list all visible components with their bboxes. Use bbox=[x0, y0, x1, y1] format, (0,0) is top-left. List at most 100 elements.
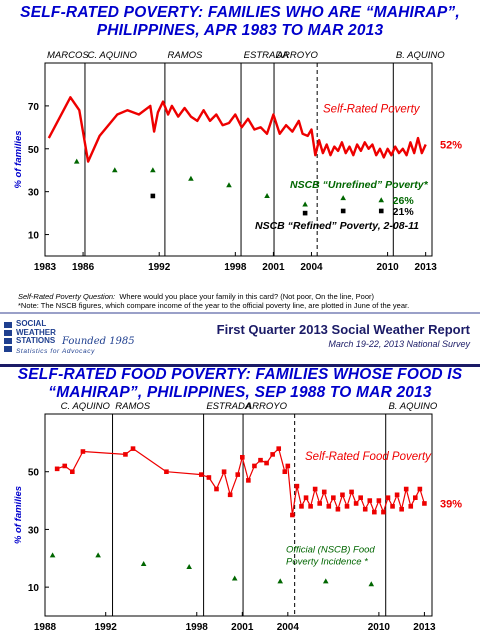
series-end-label: 26% bbox=[393, 195, 415, 207]
chart2-point-marker bbox=[331, 495, 336, 500]
chart1-footnote: Self-Rated Poverty Question: Where would… bbox=[18, 292, 478, 310]
chart2-point-marker bbox=[394, 492, 400, 498]
chart1-admin-label: MARCOS bbox=[47, 50, 89, 61]
chart2-point-marker bbox=[385, 495, 391, 500]
chart2-point-marker bbox=[308, 504, 313, 509]
chart1-point-marker bbox=[111, 167, 118, 173]
chart2-point-marker bbox=[95, 552, 101, 558]
chart2-point-marker bbox=[164, 469, 169, 475]
chart2-point-marker bbox=[362, 506, 368, 512]
chart1-admin-label: ESTRADA bbox=[244, 50, 289, 61]
chart1-point-marker bbox=[340, 195, 346, 201]
chart1-x-tick-label: 2010 bbox=[376, 262, 399, 273]
chart2-point-marker bbox=[408, 504, 414, 509]
chart2-plot-frame bbox=[44, 413, 433, 617]
chart2-point-marker bbox=[140, 561, 147, 567]
chart2-admin-label: ARROYO bbox=[245, 401, 288, 412]
chart2-point-marker bbox=[206, 475, 212, 480]
chart2-point-marker bbox=[49, 552, 56, 558]
logo-bars-icon bbox=[4, 322, 12, 352]
logo-wordmark: SOCIAL WEATHER STATIONS bbox=[16, 319, 56, 346]
chart2-title-line1: SELF-RATED FOOD POVERTY: FAMILIES WHOSE … bbox=[17, 366, 463, 383]
chart2-point-marker bbox=[349, 489, 354, 495]
chart1-point-marker bbox=[226, 182, 232, 188]
chart1-x-tick-label: 1983 bbox=[34, 262, 57, 273]
chart2-point-marker bbox=[358, 495, 363, 500]
series-end-label: 39% bbox=[440, 498, 462, 510]
footnote-question-label: Self-Rated Poverty Question: bbox=[18, 292, 116, 301]
chart2-x-tick-label: 1992 bbox=[95, 622, 118, 633]
chart2-point-marker bbox=[70, 469, 75, 475]
chart2-x-tick-label: 2001 bbox=[231, 622, 254, 633]
chart2-y-tick-label: 10 bbox=[28, 583, 40, 594]
series-label-self-rated-poverty: Self-Rated Poverty bbox=[323, 103, 421, 115]
chart2-point-marker bbox=[422, 501, 427, 506]
chart2-point-marker bbox=[221, 469, 227, 475]
self-rated-food-poverty-panel: SELF-RATED FOOD POVERTY: FAMILIES WHOSE … bbox=[0, 362, 480, 640]
chart2-point-marker bbox=[123, 452, 128, 457]
chart2-y-tick-label: 50 bbox=[28, 468, 40, 479]
chart2-point-marker bbox=[335, 506, 341, 512]
series-label-nscb-refined: NSCB “Refined” Poverty, 2-08-11 bbox=[255, 220, 419, 232]
chart1-point-marker bbox=[378, 197, 385, 203]
sws-report-banner: SOCIAL WEATHER STATIONS Founded 1985 Sta… bbox=[0, 312, 480, 367]
chart1-point-marker bbox=[73, 158, 80, 164]
chart1-title-line2: PHILIPPINES, APR 1983 TO MAR 2013 bbox=[96, 22, 384, 39]
self-rated-poverty-panel: SELF-RATED POVERTY: FAMILIES WHO ARE “MA… bbox=[0, 0, 480, 312]
footnote-question-text: Where would you place your family in thi… bbox=[119, 292, 375, 301]
chart2-point-marker bbox=[299, 504, 304, 509]
chart2-admin-label: B. AQUINO bbox=[388, 401, 437, 412]
chart2-point-marker bbox=[381, 509, 386, 515]
chart2-y-axis-label: % of families bbox=[13, 486, 24, 544]
chart2-admin-label: RAMOS bbox=[115, 401, 151, 412]
chart2-point-marker bbox=[252, 463, 257, 469]
chart2-point-marker bbox=[277, 578, 284, 584]
chart1-series-line-0 bbox=[47, 96, 427, 163]
chart2-point-marker bbox=[340, 492, 345, 498]
chart2-point-marker bbox=[285, 463, 291, 469]
chart2-x-tick-label: 1998 bbox=[186, 622, 209, 633]
chart2-x-tick-label: 2004 bbox=[277, 622, 300, 633]
sws-logo: SOCIAL WEATHER STATIONS Founded 1985 Sta… bbox=[4, 319, 154, 358]
footnote-note: *Note: The NSCB figures, which compare i… bbox=[18, 301, 410, 310]
series-label-official-food-poverty: Official (NSCB) Food Poverty Incidence * bbox=[286, 545, 375, 568]
chart1-y-tick-label: 10 bbox=[28, 231, 40, 242]
series-label-self-rated-food-poverty: Self-Rated Food Poverty bbox=[305, 451, 432, 463]
chart2-point-marker bbox=[417, 486, 423, 492]
chart1-point-marker bbox=[150, 167, 156, 173]
chart2-point-marker bbox=[276, 446, 282, 451]
chart2-point-marker bbox=[322, 578, 329, 584]
chart1-y-tick-label: 50 bbox=[28, 145, 40, 156]
chart1-point-marker bbox=[302, 210, 308, 216]
chart2-point-marker bbox=[54, 466, 60, 472]
chart2-point-marker bbox=[231, 575, 238, 581]
chart1-admin-label: RAMOS bbox=[168, 50, 204, 61]
chart1-point-marker bbox=[264, 192, 270, 198]
chart2-point-marker bbox=[130, 446, 136, 451]
chart2-x-tick-label: 2010 bbox=[368, 622, 391, 633]
chart2-point-marker bbox=[372, 509, 377, 515]
chart2-point-marker bbox=[214, 486, 219, 492]
chart1-admin-label: B. AQUINO bbox=[396, 50, 445, 61]
chart2-point-marker bbox=[368, 581, 375, 587]
chart2-point-marker bbox=[258, 457, 263, 463]
chart2-point-marker bbox=[317, 501, 322, 506]
chart2-point-marker bbox=[390, 504, 395, 509]
report-title: First Quarter 2013 Social Weather Report bbox=[216, 322, 470, 337]
chart2-point-marker bbox=[199, 472, 204, 477]
chart1-x-tick-label: 1998 bbox=[224, 262, 247, 273]
chart2-point-marker bbox=[321, 489, 327, 495]
chart2-admin-label: C. AQUINO bbox=[61, 401, 111, 412]
chart1-x-tick-label: 1992 bbox=[148, 262, 171, 273]
chart1-x-tick-label: 2001 bbox=[262, 262, 285, 273]
chart2-point-marker bbox=[239, 454, 245, 460]
chart2-point-marker bbox=[312, 486, 318, 492]
chart2-y-tick-label: 30 bbox=[28, 525, 40, 536]
chart1-point-marker bbox=[340, 208, 346, 214]
chart2-x-tick-label: 2013 bbox=[413, 622, 436, 633]
chart1-admin-label: ARROYO bbox=[276, 50, 319, 61]
chart2-point-marker bbox=[282, 469, 288, 475]
chart2-point-marker bbox=[270, 452, 275, 457]
chart1-point-marker bbox=[188, 175, 194, 181]
